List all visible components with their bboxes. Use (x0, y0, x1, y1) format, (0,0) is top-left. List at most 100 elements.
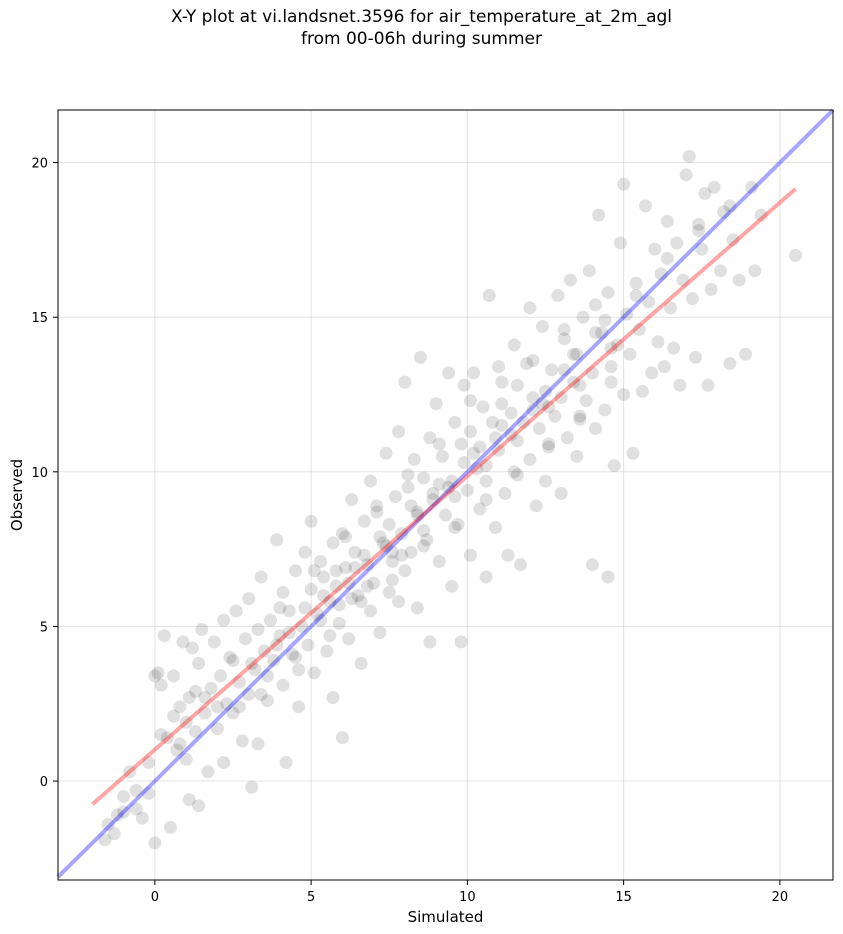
data-point (282, 626, 296, 640)
data-point (314, 554, 327, 568)
data-point (207, 635, 221, 649)
data-point (254, 687, 268, 701)
data-point (535, 397, 549, 411)
data-point (298, 601, 312, 615)
data-point (679, 168, 693, 182)
data-point (282, 604, 296, 618)
data-point (635, 384, 649, 398)
data-point (357, 548, 371, 562)
data-point (98, 833, 112, 847)
data-point (498, 486, 512, 500)
data-point (167, 709, 181, 723)
data-point (523, 452, 537, 466)
data-point (442, 480, 456, 494)
data-point (295, 619, 309, 633)
data-point (585, 366, 599, 380)
data-point (532, 422, 546, 436)
data-point (514, 558, 527, 572)
data-point (348, 545, 362, 559)
data-point (445, 474, 459, 488)
data-point (473, 440, 487, 454)
data-point (620, 307, 634, 321)
data-point (382, 517, 396, 531)
data-point (245, 657, 259, 671)
data-point (479, 493, 493, 507)
data-point (573, 409, 587, 423)
data-point (210, 721, 224, 735)
data-point (373, 626, 387, 640)
data-point (226, 653, 240, 667)
data-point (495, 375, 509, 389)
data-point (292, 663, 306, 677)
x-tick-label: 5 (307, 890, 315, 905)
data-point (179, 715, 193, 729)
reference-lines (56, 108, 835, 879)
x-axis-ticks: 0 5 10 15 20 (151, 880, 788, 905)
data-point (220, 697, 234, 711)
data-point (317, 589, 331, 603)
data-point (451, 517, 465, 531)
data-point (598, 313, 612, 327)
x-tick-label: 10 (459, 890, 476, 905)
data-point (170, 743, 184, 757)
data-point (667, 341, 681, 355)
data-point (417, 524, 431, 538)
data-point (504, 428, 518, 442)
data-point (270, 533, 284, 547)
data-point (198, 691, 212, 705)
data-point (192, 657, 206, 671)
data-point (442, 366, 456, 380)
chart-title: X-Y plot at vi.landsnet.3596 for air_tem… (170, 7, 673, 27)
data-point (417, 471, 431, 485)
data-point (554, 391, 568, 405)
data-point (354, 595, 368, 609)
data-point (570, 347, 584, 361)
data-point (595, 326, 609, 340)
data-point (410, 601, 424, 615)
data-point (432, 554, 446, 568)
data-point (251, 623, 265, 637)
data-point (304, 582, 318, 596)
data-point (445, 579, 459, 593)
x-tick-label: 0 (151, 890, 159, 905)
data-point (360, 558, 374, 572)
data-point (476, 400, 490, 414)
data-point (329, 579, 343, 593)
data-point (142, 755, 156, 769)
data-point (510, 378, 524, 392)
data-point (432, 437, 446, 451)
y-tick-label: 15 (31, 311, 48, 326)
data-point (367, 576, 381, 590)
data-point (410, 505, 424, 519)
data-point (117, 805, 131, 819)
data-point (173, 700, 187, 714)
data-point (542, 440, 556, 454)
data-point (245, 780, 259, 794)
data-point (185, 641, 199, 655)
data-point (489, 431, 502, 445)
data-point (154, 728, 168, 742)
data-point (439, 508, 452, 522)
data-point (526, 403, 540, 417)
data-point (457, 456, 471, 470)
data-point (464, 394, 477, 408)
data-point (276, 678, 290, 692)
data-point (304, 514, 318, 528)
data-point (182, 793, 196, 807)
data-point (198, 706, 212, 720)
data-point (326, 691, 340, 705)
data-point (342, 576, 356, 590)
data-point (648, 242, 662, 256)
data-point (645, 366, 659, 380)
data-point (479, 570, 493, 584)
data-point (242, 592, 256, 606)
data-point (660, 214, 674, 228)
data-point (401, 468, 415, 482)
data-point (685, 292, 699, 306)
data-point (557, 332, 571, 346)
data-point (326, 536, 340, 550)
data-point (585, 558, 599, 572)
data-point (248, 663, 262, 677)
data-point (301, 638, 315, 652)
